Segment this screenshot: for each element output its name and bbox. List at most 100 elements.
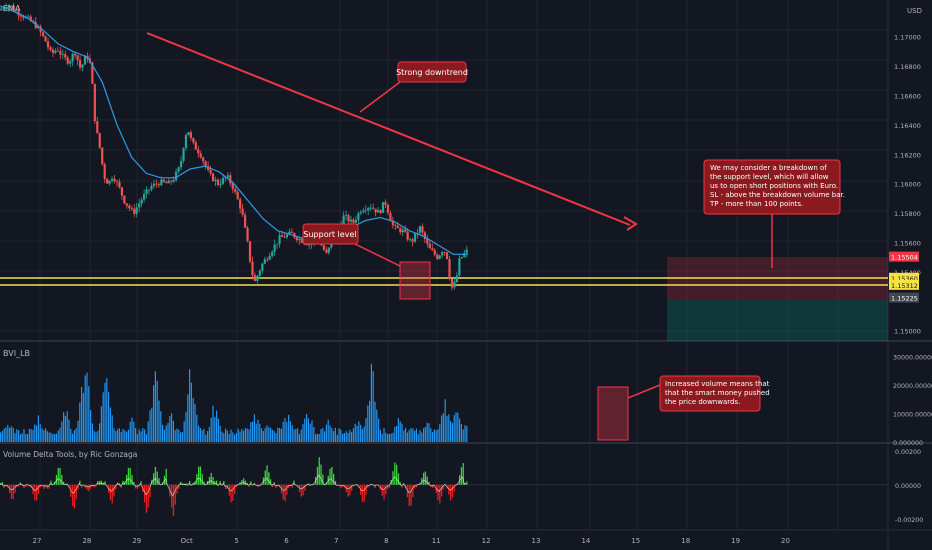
- candle-body: [463, 253, 466, 258]
- delta-bar: [63, 481, 65, 485]
- volume-bar: [351, 431, 353, 442]
- strategy-callout-line: TP - more than 100 points.: [709, 200, 803, 208]
- delta-bar: [243, 478, 245, 485]
- delta-bar: [21, 484, 23, 485]
- volume-bar: [311, 420, 313, 442]
- candle-body: [120, 187, 124, 196]
- delta-bar: [331, 467, 333, 485]
- volume-bar: [372, 371, 374, 442]
- delta-bar: [120, 484, 122, 489]
- downtrend-callout[interactable]: [397, 61, 467, 83]
- volume-bar: [205, 434, 207, 442]
- candle-body: [29, 16, 32, 22]
- support-callout-text: Support level: [303, 230, 356, 239]
- volume-axis: 30000.000000 20000.000000 10000.000000 0.00…: [893, 354, 932, 447]
- price-tag-text: 1.15225: [891, 295, 918, 303]
- delta-bar: [320, 464, 322, 485]
- delta-bar: [23, 484, 25, 488]
- volume-bar: [316, 433, 318, 442]
- delta-bar: [216, 480, 218, 485]
- volume-spike-box[interactable]: [597, 386, 629, 441]
- candle-body: [256, 275, 259, 281]
- volume-bar: [444, 399, 446, 442]
- volume-bar: [181, 432, 183, 442]
- delta-bar: [57, 467, 59, 485]
- delta-bar: [111, 484, 113, 504]
- volume-bar: [28, 428, 30, 442]
- volume-bar: [370, 363, 372, 442]
- strategy-callout-line: us to open short positions with Euro.: [710, 182, 838, 190]
- delta-bar: [27, 484, 29, 485]
- candle-body: [78, 60, 82, 68]
- volume-bar: [352, 428, 354, 442]
- downtrend-line[interactable]: [146, 32, 631, 226]
- delta-bar: [279, 484, 281, 487]
- delta-bar: [244, 480, 247, 485]
- volume-bar: [262, 430, 264, 442]
- bvi-indicator-label[interactable]: BVI_LB: [3, 349, 30, 358]
- volume-bar: [349, 429, 351, 442]
- volume-bar: [288, 414, 290, 442]
- support-callout[interactable]: [302, 223, 359, 245]
- delta-bar: [86, 484, 88, 490]
- candle-body: [101, 147, 104, 165]
- delta-bar: [34, 484, 36, 501]
- support-zone-box[interactable]: [399, 261, 431, 300]
- volume-bar: [250, 422, 252, 442]
- delta-bar: [95, 484, 97, 487]
- candle-body: [374, 208, 377, 213]
- delta-bar: [385, 484, 387, 495]
- volume-bar: [0, 432, 2, 442]
- volume-bar: [185, 411, 187, 442]
- delta-bar: [307, 483, 310, 485]
- volume-bar: [338, 428, 340, 442]
- price-indicator-label[interactable]: EMA: [3, 4, 21, 13]
- volume-tick-label: 0.000000: [893, 440, 923, 447]
- candle-body: [290, 231, 293, 234]
- time-tick-label: 27: [33, 537, 42, 545]
- volume-callout-line: that the smart money pushed: [665, 389, 770, 397]
- delta-bar: [298, 484, 301, 493]
- volume-bar: [291, 425, 293, 442]
- volume-bar: [93, 430, 95, 442]
- volume-bar: [302, 424, 304, 442]
- volume-callout[interactable]: [659, 375, 761, 412]
- candle-body: [234, 188, 237, 192]
- volume-bar: [394, 426, 396, 442]
- delta-bar: [219, 481, 221, 485]
- volume-bar: [270, 427, 272, 442]
- volume-bar: [466, 426, 468, 442]
- candle-body: [46, 41, 50, 48]
- delta-bar: [70, 484, 72, 497]
- delta-bar: [399, 482, 401, 485]
- volume-bar: [448, 414, 450, 442]
- take-profit-zone[interactable]: [667, 299, 888, 341]
- candle-body: [130, 208, 133, 209]
- downtrend-callout-pointer: [359, 81, 401, 113]
- volume-bar: [64, 415, 66, 442]
- volume-bar: [32, 429, 34, 442]
- candle-body: [263, 259, 266, 264]
- volume-bar: [61, 421, 63, 442]
- candle-body: [155, 183, 158, 185]
- volume-bar: [432, 432, 434, 442]
- volume-bar: [45, 428, 47, 442]
- volume-bar: [277, 427, 279, 442]
- volume-bar: [3, 428, 5, 442]
- volume-bar: [81, 386, 83, 442]
- volume-bar: [12, 427, 14, 442]
- delta-bar: [203, 481, 205, 485]
- delta-indicator-label[interactable]: Volume Delta Tools, by Ric Gonzaga: [3, 450, 137, 459]
- volume-bar: [390, 433, 392, 442]
- delta-bar: [340, 484, 342, 488]
- delta-bar: [282, 484, 284, 500]
- delta-bar: [264, 470, 266, 485]
- volume-bar: [383, 427, 385, 442]
- delta-bar: [16, 484, 18, 488]
- volume-bar: [210, 417, 212, 442]
- volume-bar: [34, 424, 36, 442]
- volume-bar: [7, 424, 9, 442]
- volume-bar: [293, 429, 295, 442]
- delta-bar: [378, 484, 380, 486]
- volume-bar: [88, 386, 90, 442]
